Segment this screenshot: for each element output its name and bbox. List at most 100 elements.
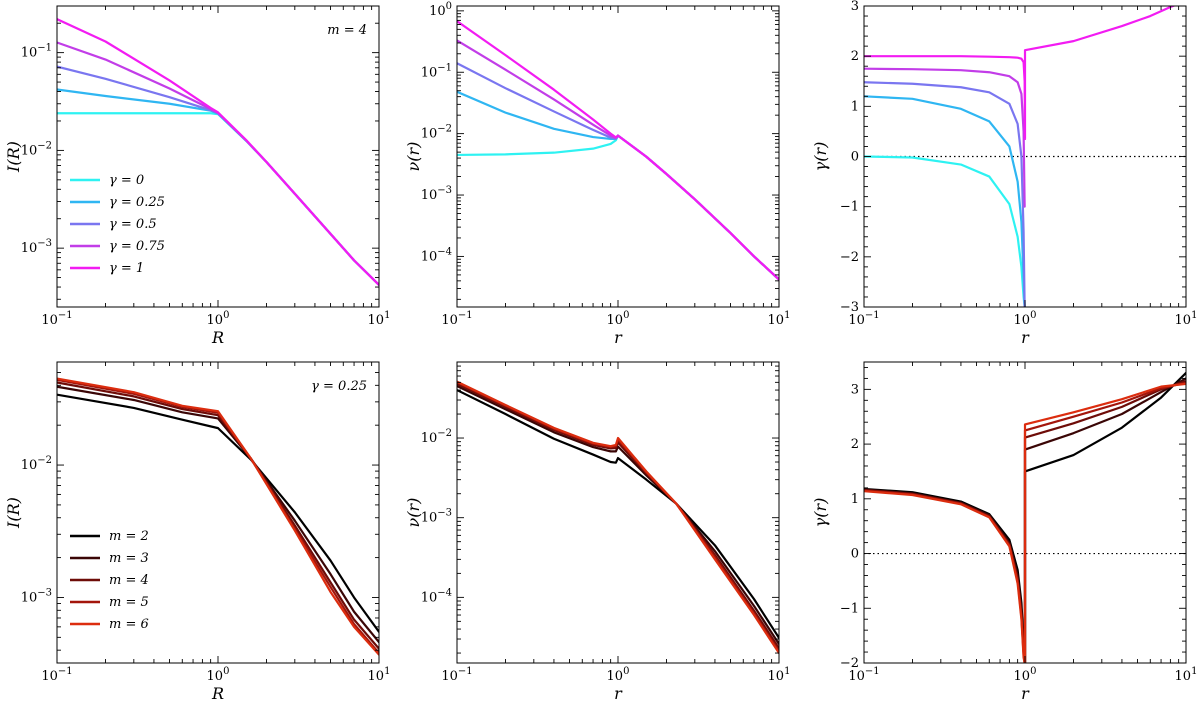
- panel-annotation: γ = 0.25: [311, 379, 367, 394]
- y-tick-label: 10−3: [421, 508, 452, 526]
- y-tick-label: 10−1: [421, 62, 452, 80]
- y-tick-label: −1: [840, 601, 859, 616]
- y-tick-label: −3: [840, 300, 859, 315]
- series-line-5: [457, 380, 779, 655]
- legend-entry: γ = 0: [109, 173, 144, 188]
- y-tick-label: 1: [851, 99, 859, 114]
- series-line-1: [57, 112, 379, 287]
- y-axis-label: ν(r): [404, 142, 423, 172]
- x-tick-label: 100: [1014, 310, 1037, 328]
- legend-entry: γ = 0.25: [109, 195, 165, 210]
- x-axis-label: r: [614, 328, 623, 347]
- x-tick-label: 100: [607, 310, 630, 328]
- panel-annotation: m = 4: [327, 23, 367, 38]
- y-tick-label: 10−1: [21, 43, 52, 61]
- series-line-4: [57, 378, 379, 655]
- y-tick-label: 10−3: [21, 238, 52, 256]
- series-line-5: [457, 20, 779, 281]
- series-line-4: [864, 67, 1026, 208]
- y-tick-label: 10−4: [421, 587, 452, 605]
- y-axis-label: γ(r): [811, 498, 830, 528]
- y-tick-label: 3: [851, 0, 859, 14]
- y-axis-label: γ(r): [811, 142, 830, 172]
- x-axis-label: r: [614, 684, 623, 703]
- x-tick-label: 10−1: [441, 666, 472, 684]
- series-line-1: [457, 388, 779, 639]
- legend-entry: m = 5: [109, 595, 149, 610]
- series-line-2: [57, 88, 379, 287]
- legend-entry: γ = 0.75: [109, 239, 165, 254]
- panel-bottom-middle: 10−1 100 101 10−4 10−3 10−2 r ν(r): [404, 361, 790, 703]
- series-line-2: [457, 384, 779, 646]
- y-tick-label: −2: [840, 250, 859, 265]
- x-tick-label: 10−1: [848, 310, 879, 328]
- x-tick-label: 100: [207, 666, 230, 684]
- y-tick-label: 10−3: [421, 185, 452, 203]
- y-axis-label: I(R): [4, 141, 23, 173]
- y-axis-label: ν(r): [404, 498, 423, 528]
- y-tick-label: 10−2: [21, 140, 52, 158]
- y-tick-label: 0: [851, 547, 859, 562]
- series-line-3: [864, 81, 1026, 307]
- x-tick-label: 101: [768, 310, 791, 328]
- x-tick-label: 100: [1014, 666, 1037, 684]
- y-tick-label: 1: [851, 492, 859, 507]
- axes-frame: [56, 361, 380, 664]
- series-line-3: [57, 381, 379, 650]
- panel-top-right: 10−1 100 101 −3 −2 −1 0 1 2 3 r γ(r): [811, 0, 1197, 347]
- y-tick-label: 10−2: [421, 428, 452, 446]
- y-tick-label: 2: [851, 49, 859, 64]
- axes-frame: [56, 5, 380, 308]
- series-line-1: [457, 134, 779, 281]
- series-line-2: [457, 90, 779, 281]
- x-tick-label: 10−1: [441, 310, 472, 328]
- y-tick-label: 10−2: [421, 124, 452, 142]
- y-tick-label: −1: [840, 200, 859, 215]
- series-line-1: [57, 393, 379, 633]
- x-tick-label: 100: [607, 666, 630, 684]
- x-tick-label: 10−1: [41, 666, 72, 684]
- y-tick-label: 10−4: [421, 246, 452, 264]
- series-line-1: [864, 155, 1026, 307]
- series-line-3: [457, 62, 779, 281]
- series-line-3: [57, 65, 379, 287]
- y-tick-label: 10−3: [21, 587, 52, 605]
- y-tick-label: 100: [429, 1, 452, 19]
- x-tick-label: 101: [1175, 310, 1198, 328]
- legend-entry: m = 6: [109, 617, 149, 632]
- series-line-5: [57, 18, 379, 287]
- x-axis-label: r: [1021, 328, 1030, 347]
- x-axis-label: r: [1021, 684, 1030, 703]
- x-axis-label: R: [211, 328, 224, 347]
- axes-frame: [456, 5, 780, 308]
- series-line-2: [864, 95, 1026, 307]
- y-axis-label: I(R): [4, 497, 23, 529]
- legend: γ = 0 γ = 0.25 γ = 0.5 γ = 0.75 γ = 1: [70, 173, 165, 276]
- x-axis-label: R: [211, 684, 224, 703]
- legend-entry: m = 4: [109, 573, 149, 588]
- series-line-2: [57, 385, 379, 644]
- x-tick-label: 100: [207, 310, 230, 328]
- y-tick-label: 3: [851, 382, 859, 397]
- legend-entry: γ = 0.5: [109, 217, 157, 232]
- x-tick-label: 101: [368, 666, 391, 684]
- legend-entry: m = 3: [109, 551, 149, 566]
- legend-entry: m = 2: [109, 529, 149, 544]
- y-tick-label: 0: [851, 150, 859, 165]
- series-line-5: [57, 377, 379, 656]
- series-line-4: [457, 39, 779, 281]
- y-tick-label: 10−2: [21, 455, 52, 473]
- x-tick-label: 101: [1175, 666, 1198, 684]
- panel-bottom-right: 10−1 100 101 −2 −1 0 1 2 3 r γ(r): [811, 361, 1198, 703]
- series-line-5: [864, 6, 1177, 141]
- x-tick-label: 101: [368, 310, 391, 328]
- legend: m = 2 m = 3 m = 4 m = 5 m = 6: [70, 529, 149, 632]
- legend-entry: γ = 1: [109, 261, 144, 276]
- x-tick-label: 10−1: [41, 310, 72, 328]
- series-line-5: [864, 382, 1186, 663]
- series-line-4: [457, 381, 779, 653]
- series-line-3: [457, 382, 779, 650]
